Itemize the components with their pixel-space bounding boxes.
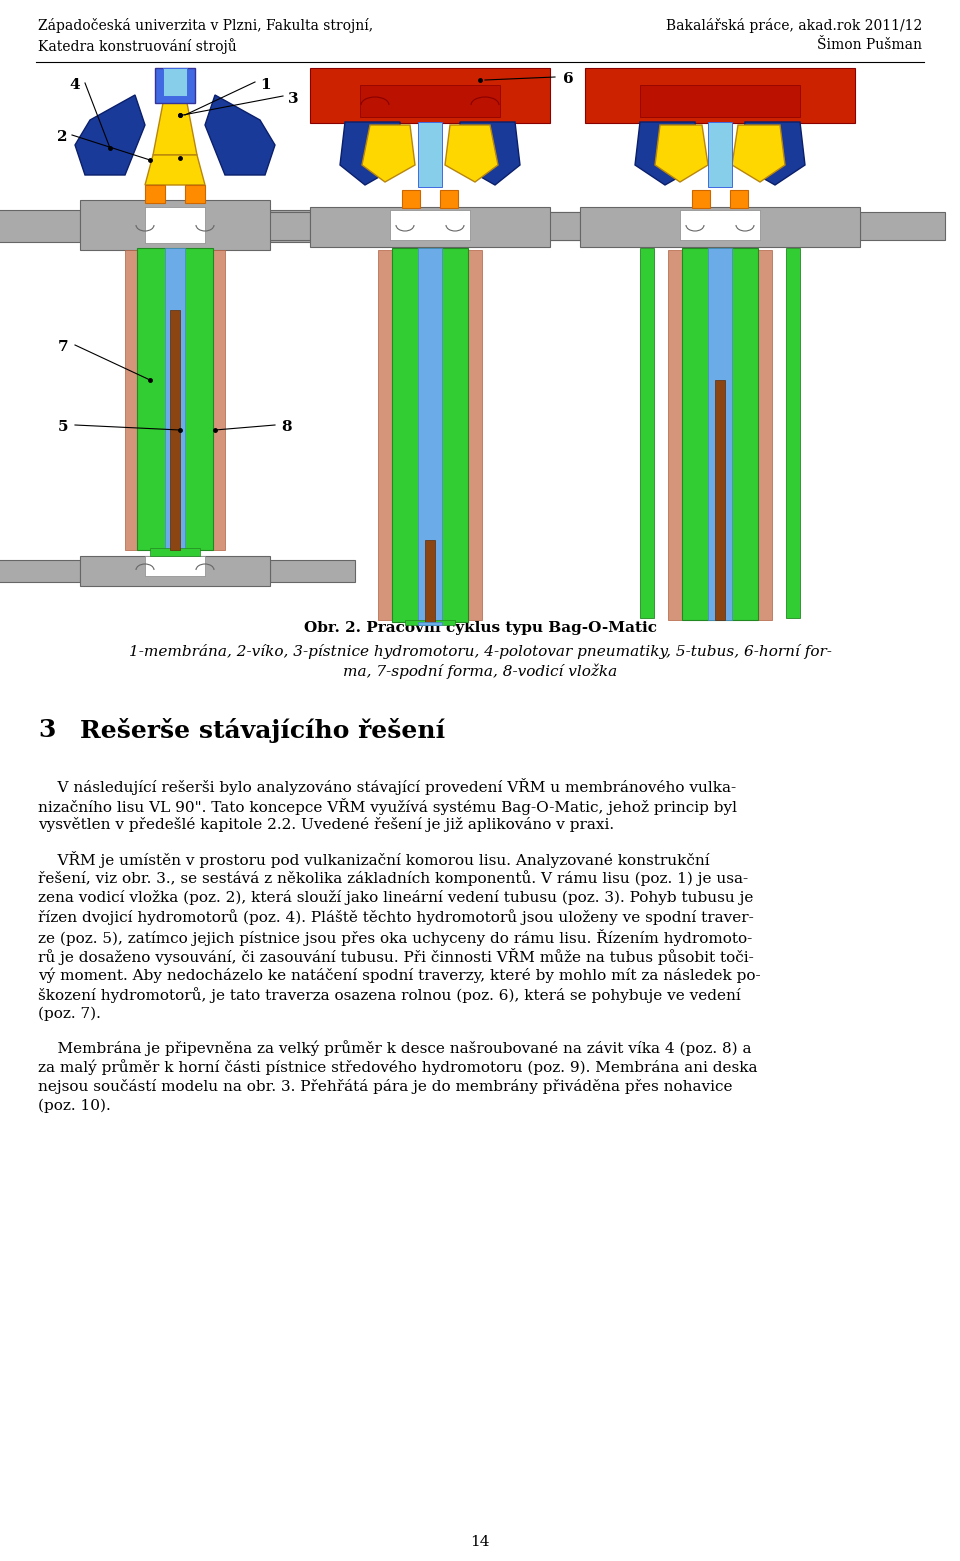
Bar <box>360 84 500 117</box>
Text: (poz. 10).: (poz. 10). <box>38 1099 110 1113</box>
Bar <box>668 250 682 620</box>
Bar <box>692 190 710 208</box>
Polygon shape <box>362 125 415 183</box>
Polygon shape <box>205 95 275 175</box>
Bar <box>682 248 758 620</box>
Text: 1: 1 <box>260 78 271 92</box>
Polygon shape <box>655 125 708 183</box>
Text: 7: 7 <box>58 340 68 354</box>
Bar <box>786 248 800 618</box>
Polygon shape <box>153 103 197 155</box>
Bar <box>0 211 80 242</box>
Bar <box>165 248 185 549</box>
Bar <box>378 250 392 620</box>
Text: 5: 5 <box>58 420 68 434</box>
Text: ma, 7-spodní forma, 8-vodicí vložka: ma, 7-spodní forma, 8-vodicí vložka <box>343 663 617 679</box>
Bar <box>580 208 860 247</box>
Bar <box>137 248 213 549</box>
Text: za malý průměr k horní části pístnice středového hydromotoru (poz. 9). Membrána : za malý průměr k horní části pístnice st… <box>38 1060 757 1076</box>
Text: VŘM je umístěn v prostoru pod vulkanizační komorou lisu. Analyzované konstrukční: VŘM je umístěn v prostoru pod vulkanizač… <box>38 851 709 868</box>
Bar <box>708 122 732 187</box>
Text: 4: 4 <box>70 78 81 92</box>
Bar <box>0 560 80 582</box>
Bar <box>585 69 855 123</box>
Polygon shape <box>340 122 400 186</box>
Bar <box>150 548 200 556</box>
Text: škození hydromotorů, je tato traverza osazena rolnou (poz. 6), která se pohybuje: škození hydromotorů, je tato traverza os… <box>38 987 741 1002</box>
Bar <box>405 620 455 624</box>
Text: nizačního lisu VL 90". Tato koncepce VŘM využívá systému Bag-O-Matic, jehož prin: nizačního lisu VL 90". Tato koncepce VŘM… <box>38 798 737 815</box>
Text: 1-membrána, 2-víko, 3-pístnice hydromotoru, 4-polotovar pneumatiky, 5-tubus, 6-h: 1-membrána, 2-víko, 3-pístnice hydromoto… <box>129 645 831 659</box>
Text: 14: 14 <box>470 1534 490 1549</box>
Bar <box>680 211 760 240</box>
Text: 2: 2 <box>57 130 67 144</box>
Bar <box>418 248 442 621</box>
Text: Západočeská univerzita v Plzni, Fakulta strojní,: Západočeská univerzita v Plzni, Fakulta … <box>38 19 373 33</box>
Text: Obr. 2. Pracovní cyklus typu Bag-O-Matic: Obr. 2. Pracovní cyklus typu Bag-O-Matic <box>303 620 657 635</box>
Text: (poz. 7).: (poz. 7). <box>38 1007 101 1021</box>
Bar <box>310 69 550 123</box>
Bar <box>145 186 165 203</box>
Polygon shape <box>445 125 498 183</box>
Text: Rešerše stávajícího řešení: Rešerše stávajícího řešení <box>80 718 445 743</box>
Bar <box>155 69 195 103</box>
Bar <box>80 556 270 585</box>
Text: V následující rešerši bylo analyzováno stávající provedení VŘM u membránového vu: V následující rešerši bylo analyzováno s… <box>38 777 736 795</box>
Bar <box>640 248 654 618</box>
Polygon shape <box>145 155 205 186</box>
Bar <box>270 211 355 242</box>
Bar <box>708 248 732 620</box>
Bar <box>310 208 550 247</box>
Text: 3: 3 <box>288 92 299 106</box>
Text: ze (poz. 5), zatímco jejich pístnice jsou přes oka uchyceny do rámu lisu. Řízení: ze (poz. 5), zatímco jejich pístnice jso… <box>38 929 753 946</box>
Polygon shape <box>635 122 700 186</box>
Bar <box>640 84 800 117</box>
Bar <box>715 379 725 620</box>
Bar <box>270 560 355 582</box>
Bar <box>125 250 137 549</box>
Bar <box>145 556 205 576</box>
Bar <box>402 190 420 208</box>
Text: Katedra konstruování strojů: Katedra konstruování strojů <box>38 37 237 55</box>
Text: řízen dvojicí hydromotorů (poz. 4). Pláště těchto hydromotorů jsou uloženy ve sp: řízen dvojicí hydromotorů (poz. 4). Pláš… <box>38 909 754 924</box>
Polygon shape <box>460 122 520 186</box>
Polygon shape <box>732 125 785 183</box>
Bar <box>145 208 205 244</box>
Text: Šimon Pušman: Šimon Pušman <box>817 37 922 52</box>
Bar <box>170 311 180 549</box>
Text: zena vodicí vložka (poz. 2), která slouží jako lineární vedení tubusu (poz. 3). : zena vodicí vložka (poz. 2), která slouž… <box>38 890 754 904</box>
Bar <box>468 250 482 620</box>
Bar <box>730 190 748 208</box>
Text: Bakalářská práce, akad.rok 2011/12: Bakalářská práce, akad.rok 2011/12 <box>665 19 922 33</box>
Bar <box>495 212 580 240</box>
Text: Membrána je připevněna za velký průměr k desce našroubované na závit víka 4 (poz: Membrána je připevněna za velký průměr k… <box>38 1040 752 1055</box>
Bar <box>80 200 270 250</box>
Bar <box>860 212 945 240</box>
Text: vysvětlen v předešlé kapitole 2.2. Uvedené řešení je již aplikováno v praxi.: vysvětlen v předešlé kapitole 2.2. Uvede… <box>38 816 614 832</box>
Bar <box>213 250 225 549</box>
Bar <box>225 212 310 240</box>
Bar <box>392 248 468 621</box>
Text: 6: 6 <box>563 72 573 86</box>
Bar <box>163 69 187 95</box>
Bar <box>425 540 435 621</box>
Text: vý moment. Aby nedocházelo ke natáčení spodní traverzy, které by mohlo mít za ná: vý moment. Aby nedocházelo ke natáčení s… <box>38 968 760 983</box>
Bar <box>390 211 470 240</box>
Text: 3: 3 <box>38 718 56 741</box>
Bar <box>418 621 442 624</box>
Bar <box>440 190 458 208</box>
Bar <box>185 186 205 203</box>
Polygon shape <box>740 122 805 186</box>
Bar <box>418 122 442 187</box>
Text: 8: 8 <box>281 420 292 434</box>
Text: nejsou součástí modelu na obr. 3. Přehřátá pára je do membrány přiváděna přes no: nejsou součástí modelu na obr. 3. Přehřá… <box>38 1079 732 1094</box>
Polygon shape <box>75 95 145 175</box>
Text: rů je dosaženo vysouvání, či zasouvání tubusu. Při činnosti VŘM může na tubus pů: rů je dosaženo vysouvání, či zasouvání t… <box>38 948 754 965</box>
Text: řešení, viz obr. 3., se sestává z několika základních komponentů. V rámu lisu (p: řešení, viz obr. 3., se sestává z několi… <box>38 869 748 887</box>
Bar <box>550 212 635 240</box>
Bar <box>758 250 772 620</box>
